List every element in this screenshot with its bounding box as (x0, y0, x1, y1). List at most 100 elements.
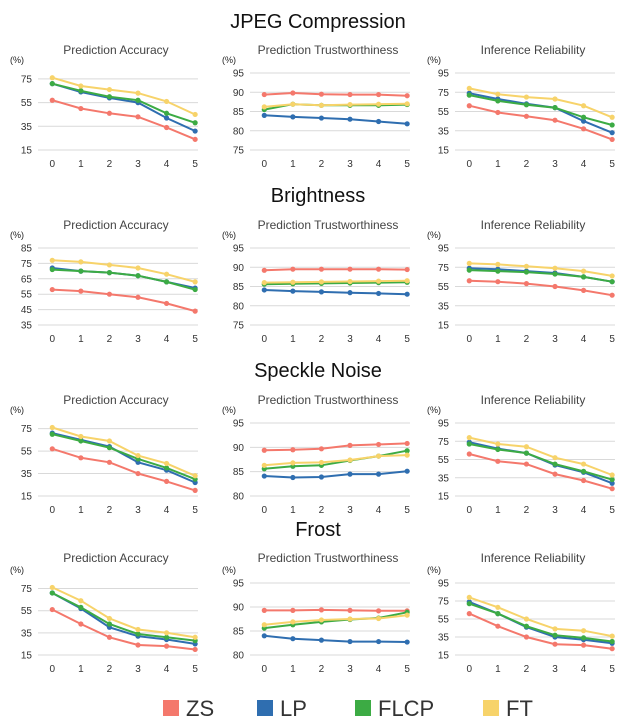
chart-frost-inference-reliability-point-zs (466, 611, 472, 617)
chart-brightness-prediction-accuracy-line-ft (52, 259, 196, 283)
chart-frost-inference-reliability-xtick: 1 (495, 664, 501, 675)
chart-speckle-noise-prediction-accuracy-line-ft (51, 426, 196, 477)
chart-speckle-noise-prediction-accuracy-xtick: 3 (135, 505, 141, 516)
chart-jpeg-compression-inference-reliability-point-flcp (523, 102, 530, 108)
chart-brightness-prediction-trustworthiness-point-lp (290, 288, 296, 294)
chart-frost-inference-reliability-point-ft (495, 604, 501, 610)
chart-frost-prediction-trustworthiness-ytick: 90 (233, 603, 245, 614)
chart-brightness-inference-reliability-point-zs (523, 281, 530, 287)
chart-jpeg-compression-prediction-accuracy-point-flcp (135, 97, 141, 103)
chart-brightness-prediction-accuracy-xtick: 5 (192, 334, 198, 345)
chart-speckle-noise-inference-reliability-ytick: 55 (438, 455, 450, 466)
chart-jpeg-compression-inference-reliability-point-flcp (495, 98, 501, 104)
chart-frost-prediction-trustworthiness-line-ft (264, 614, 408, 626)
chart-speckle-noise-prediction-accuracy-xtick: 5 (192, 505, 198, 516)
chart-jpeg-compression-inference-reliability-ytick: 55 (438, 107, 450, 118)
chart-jpeg-compression-inference-reliability-ytick: 35 (438, 126, 450, 137)
chart-speckle-noise-inference-reliability-xtick: 5 (609, 505, 615, 516)
chart-jpeg-compression-prediction-trustworthiness-point-ft (261, 104, 267, 110)
chart-speckle-noise-prediction-accuracy-point-zs (163, 478, 170, 484)
chart-jpeg-compression-inference-reliability-xtick: 2 (524, 159, 530, 170)
chart-frost-prediction-trustworthiness-xtick: 2 (319, 664, 325, 675)
chart-speckle-noise-inference-reliability-line-ft (469, 436, 613, 476)
chart-jpeg-compression-prediction-trustworthiness-point-lp (347, 116, 353, 122)
chart-brightness-prediction-accuracy-ytick: 35 (21, 321, 33, 332)
chart-speckle-noise-inference-reliability: Inference Reliability (%) 15 35 55 75 95 0 1 2 3 4 5 (427, 393, 615, 516)
chart-frost-prediction-trustworthiness-xtick: 4 (376, 664, 382, 675)
chart-jpeg-compression-prediction-accuracy-unit: (%) (10, 55, 24, 65)
chart-speckle-noise-prediction-accuracy-ytick: 15 (21, 492, 33, 503)
chart-jpeg-compression-prediction-accuracy-ytick: 55 (21, 98, 33, 109)
chart-frost-inference-reliability-point-zs (523, 634, 530, 640)
chart-brightness-prediction-trustworthiness-line-zs (264, 268, 408, 272)
chart-brightness-inference-reliability-title: Inference Reliability (481, 218, 586, 232)
chart-jpeg-compression-prediction-trustworthiness-point-ft (404, 101, 410, 107)
chart-brightness-inference-reliability-point-zs (580, 287, 587, 293)
chart-speckle-noise-prediction-accuracy-xtick: 1 (78, 505, 84, 516)
chart-brightness-inference-reliability-xtick: 3 (552, 334, 558, 345)
chart-jpeg-compression-prediction-trustworthiness-line-ft (264, 102, 408, 108)
chart-frost-prediction-trustworthiness-unit: (%) (222, 565, 236, 575)
chart-speckle-noise-prediction-trustworthiness-ytick: 90 (233, 443, 245, 454)
chart-jpeg-compression-inference-reliability: Inference Reliability (%) 15 35 55 75 95 0 1 2 3 4 5 (427, 43, 615, 170)
chart-frost-prediction-accuracy-point-flcp (163, 634, 170, 640)
chart-speckle-noise-prediction-trustworthiness-point-lp (404, 468, 410, 474)
chart-brightness-prediction-trustworthiness-point-ft (290, 279, 296, 285)
chart-brightness-prediction-trustworthiness-point-ft (318, 279, 325, 285)
chart-speckle-noise-prediction-trustworthiness-point-lp (261, 473, 267, 479)
chart-speckle-noise-prediction-accuracy-xtick: 0 (50, 505, 56, 516)
chart-speckle-noise-prediction-trustworthiness-xtick: 0 (262, 505, 268, 516)
chart-jpeg-compression-prediction-accuracy-ytick: 35 (21, 122, 33, 133)
chart-speckle-noise-prediction-trustworthiness: Prediction Trustworthiness (%) 80 85 90 95 0 1 2… (222, 393, 410, 516)
chart-brightness-prediction-trustworthiness-point-lp (261, 287, 267, 293)
chart-brightness-prediction-accuracy-ytick: 85 (21, 244, 33, 255)
chart-brightness-inference-reliability-unit: (%) (427, 230, 441, 240)
chart-jpeg-compression-prediction-trustworthiness-xtick: 5 (404, 159, 410, 170)
chart-speckle-noise-prediction-trustworthiness-point-lp (318, 474, 325, 480)
chart-brightness-inference-reliability-point-zs (552, 283, 558, 290)
chart-speckle-noise-prediction-trustworthiness-title: Prediction Trustworthiness (258, 393, 399, 407)
chart-frost-prediction-trustworthiness-point-ft (404, 612, 410, 618)
chart-brightness-prediction-trustworthiness-point-ft (404, 278, 410, 284)
chart-jpeg-compression-prediction-trustworthiness-xtick: 4 (376, 159, 382, 170)
chart-jpeg-compression-inference-reliability-point-flcp (609, 122, 615, 128)
chart-speckle-noise-prediction-accuracy-point-ft (135, 452, 141, 459)
chart-speckle-noise-prediction-trustworthiness-line-flcp (264, 449, 408, 470)
chart-brightness-prediction-accuracy-point-zs (78, 288, 84, 294)
chart-jpeg-compression-inference-reliability-point-ft (466, 85, 472, 91)
chart-brightness-prediction-trustworthiness-xtick: 5 (404, 334, 410, 345)
chart-frost-prediction-trustworthiness-line-lp (264, 634, 408, 643)
chart-brightness-prediction-trustworthiness-point-ft (261, 280, 267, 286)
chart-jpeg-compression-inference-reliability-xtick: 0 (467, 159, 473, 170)
chart-speckle-noise-prediction-accuracy-point-ft (192, 473, 198, 479)
legend-label-zs: ZS (186, 696, 214, 721)
chart-speckle-noise-prediction-accuracy-point-zs (49, 446, 55, 452)
chart-frost-prediction-trustworthiness-point-lp (261, 633, 267, 639)
chart-brightness-prediction-accuracy-point-flcp (192, 286, 198, 293)
chart-speckle-noise-inference-reliability-point-ft (523, 444, 530, 450)
chart-frost-prediction-accuracy-point-ft (163, 630, 170, 636)
chart-speckle-noise-prediction-trustworthiness-point-lp (290, 474, 296, 481)
chart-brightness-inference-reliability-point-flcp (552, 271, 558, 277)
chart-speckle-noise-inference-reliability-point-zs (609, 486, 615, 492)
chart-frost-prediction-trustworthiness-point-zs (375, 608, 382, 614)
chart-speckle-noise-prediction-trustworthiness-point-ft (290, 460, 296, 466)
chart-brightness-prediction-trustworthiness-point-zs (375, 266, 382, 272)
chart-jpeg-compression-prediction-trustworthiness-point-lp (290, 114, 296, 120)
chart-jpeg-compression-prediction-trustworthiness-point-ft (318, 102, 325, 108)
chart-frost-prediction-accuracy-xtick: 3 (135, 664, 141, 675)
chart-frost-prediction-accuracy-xtick: 5 (192, 664, 198, 675)
chart-brightness-prediction-accuracy-ytick: 75 (21, 259, 33, 270)
chart-frost-inference-reliability-point-flcp (580, 635, 587, 641)
legend-swatch-ft (483, 700, 499, 716)
chart-brightness-prediction-accuracy-point-zs (135, 294, 141, 300)
chart-speckle-noise-prediction-accuracy-line-zs (51, 447, 196, 492)
chart-speckle-noise-prediction-trustworthiness-point-lp (347, 471, 353, 477)
chart-frost-prediction-trustworthiness-xtick: 3 (347, 664, 353, 675)
chart-speckle-noise-prediction-accuracy-ytick: 35 (21, 469, 33, 480)
chart-jpeg-compression-prediction-accuracy-point-flcp (192, 120, 198, 126)
chart-frost-prediction-trustworthiness-title: Prediction Trustworthiness (258, 551, 399, 565)
chart-jpeg-compression-inference-reliability-ytick: 95 (438, 69, 450, 80)
chart-jpeg-compression-prediction-accuracy-point-ft (78, 83, 84, 89)
